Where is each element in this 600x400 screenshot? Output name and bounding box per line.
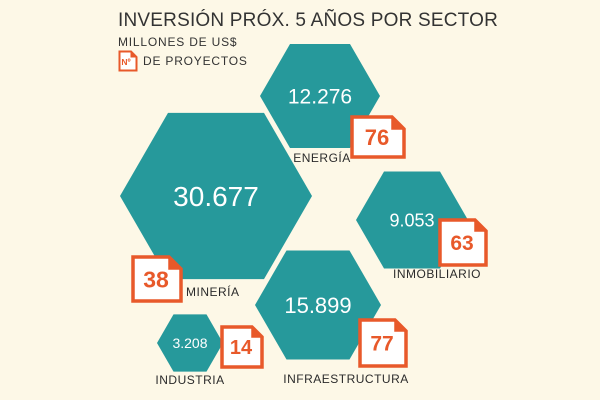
sector-label-infraestructura: INFRAESTRUCTURA [283,372,409,386]
project-badge-infraestructura: 77 [358,318,408,368]
hexagon-industria [157,314,223,372]
document-fold [474,218,488,232]
chart-title: INVERSIÓN PRÓX. 5 AÑOS POR SECTOR [118,10,499,31]
document-icon [350,115,406,159]
sector-label-energia: ENERGÍA [293,150,351,165]
document-fold [168,255,183,270]
sector-inmobiliario: 9.053 63 INMOBILIARIO [356,171,488,281]
sector-mineria: 30.677 38 MINERÍA [120,112,312,303]
investment-value-energia: 12.276 [288,86,352,109]
document-icon: Nº [118,50,138,72]
legend-label: DE PROYECTOS [143,54,248,68]
document-fold [391,115,406,130]
project-badge-energia: 76 [350,115,406,159]
chart-subtitle: MILLONES DE US$ [118,35,238,49]
investment-value-inmobiliario: 9.053 [389,210,434,230]
hexagon-infraestructura [255,250,381,360]
sector-label-inmobiliario: INMOBILIARIO [393,267,481,281]
project-count-mineria: 38 [143,266,169,292]
sector-energia: 12.276 76 ENERGÍA [260,44,406,165]
project-badge-industria: 14 [220,325,264,369]
hexagon-energia [260,44,380,148]
investment-value-mineria: 30.677 [173,181,259,212]
sector-infraestructura: 15.899 77 INFRAESTRUCTURA [255,250,409,386]
document-fold [251,325,264,338]
document-fold [394,318,408,332]
project-badge-mineria: 38 [131,255,183,303]
sector-label-industria: INDUSTRIA [155,373,224,387]
project-badge-inmobiliario: 63 [438,218,488,267]
hexagon-mineria [120,112,312,280]
project-count-infraestructura: 77 [370,333,393,356]
investment-value-industria: 3.208 [172,335,207,351]
project-count-energia: 76 [365,125,389,150]
investment-value-infraestructura: 15.899 [284,293,351,318]
legend: Nº DE PROYECTOS [118,50,248,72]
sector-industria: 3.208 14 INDUSTRIA [155,314,264,387]
legend-icon-text: Nº [121,57,130,67]
project-count-inmobiliario: 63 [450,232,473,255]
project-count-industria: 14 [230,337,253,359]
sector-label-mineria: MINERÍA [186,284,240,299]
